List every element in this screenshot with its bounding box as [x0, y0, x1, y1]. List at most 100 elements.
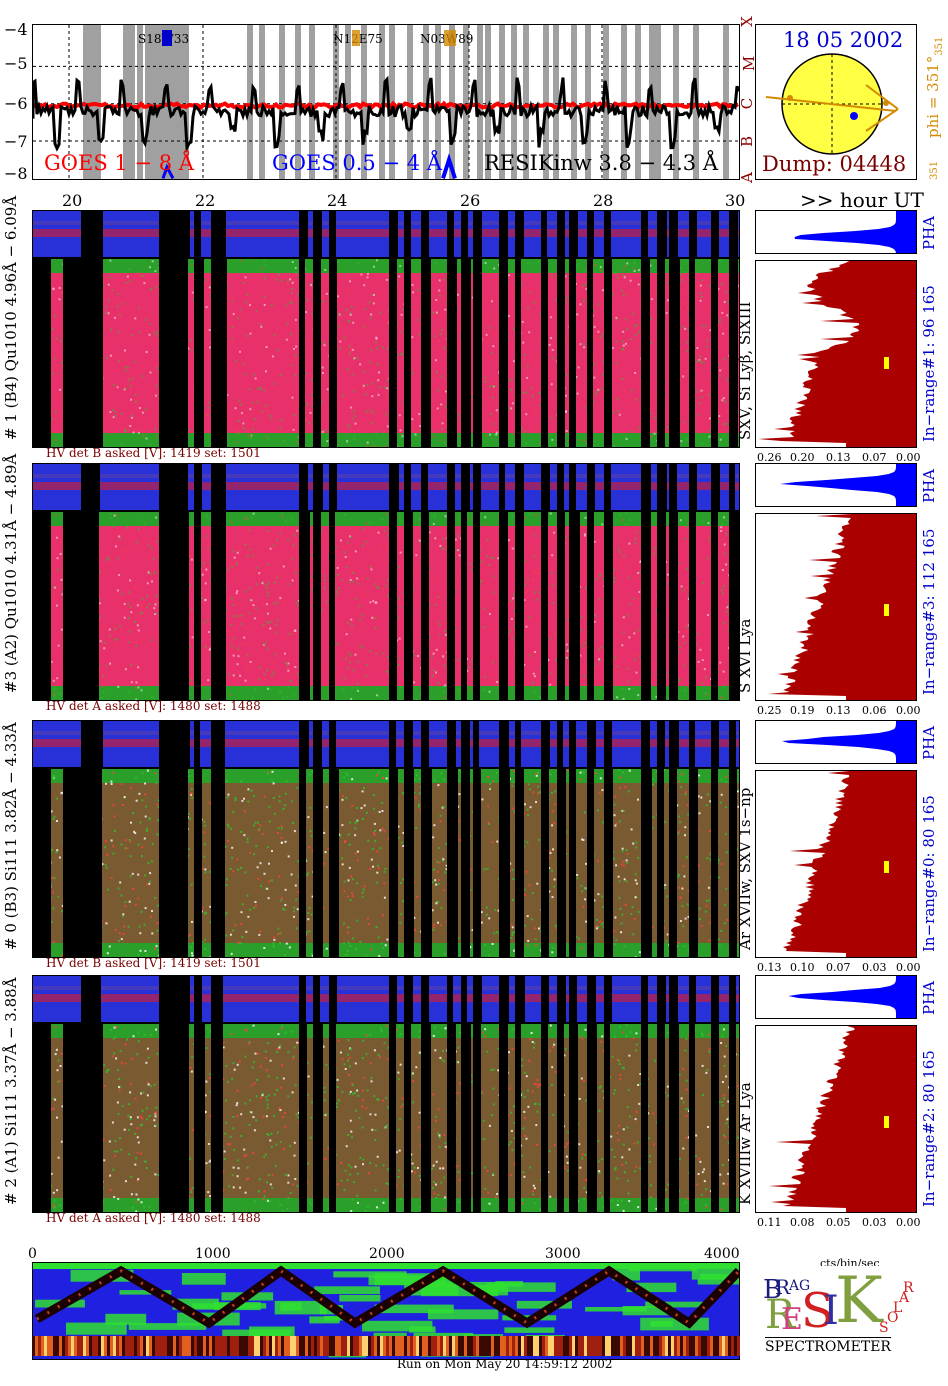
- region-marker-0: [162, 30, 172, 46]
- region-marker-2: [444, 30, 456, 46]
- spectrum-tick-3-3: 0.03: [862, 1216, 887, 1229]
- spectrum-tick-0-4: 0.00: [896, 451, 921, 464]
- spectrum-plot-3: [768, 1026, 916, 1212]
- logo-letter-s: S: [801, 1283, 834, 1339]
- bottom-tick-1000: 1000: [195, 1246, 231, 1262]
- class-letter-x: X: [737, 16, 756, 27]
- color-bar: [32, 1336, 740, 1356]
- goes-plot: [33, 25, 739, 179]
- spectrum-tick-3-4: 0.00: [896, 1216, 921, 1229]
- spectrum-plot-0: [758, 261, 916, 447]
- line-label-1: S XVI Lya: [736, 618, 754, 693]
- spectrum-plot-2: [782, 771, 916, 957]
- class-letter-a: A: [737, 172, 756, 183]
- goes-ylabel-1: −5: [4, 54, 28, 73]
- spectrum-tick-1-0: 0.25: [757, 704, 782, 717]
- spectrum-tick-1-2: 0.13: [826, 704, 851, 717]
- goes-ylabel-4: −8: [4, 164, 28, 183]
- spectrogram-1: [32, 511, 740, 701]
- spectrogram-plot-3: [33, 1024, 739, 1212]
- pha-strip-0: [32, 210, 740, 258]
- line-label-3: K XVIIIw Ar Lya: [736, 1082, 754, 1205]
- pha-histogram-plot-0: [794, 211, 916, 253]
- resik-label: RESIKinw 3.8 − 4.3 Å: [484, 151, 718, 175]
- bottom-tick-4000: 4000: [704, 1246, 740, 1262]
- pha-label-1: PHA: [920, 468, 938, 503]
- spectrum-tick-1-3: 0.06: [862, 704, 887, 717]
- pha-histogram-0: [755, 210, 917, 254]
- logo-letter-i: I: [823, 1288, 839, 1334]
- sun-phi-text: phi = 351°: [924, 55, 942, 138]
- pha-strip-1: [32, 463, 740, 511]
- pha-strip-plot-0: [33, 211, 739, 257]
- pha-histogram-2: [755, 720, 917, 764]
- pha-strip-plot-3: [33, 976, 739, 1022]
- time-tick-30: 30: [725, 191, 746, 210]
- hv-label-1: HV det A asked [V]: 1480 set: 1488: [46, 699, 261, 713]
- time-tick-26: 26: [460, 191, 481, 210]
- spectrum-plot-1: [768, 514, 916, 700]
- sun-phi-sub: 351: [934, 36, 945, 56]
- logo-caption: SPECTROMETER: [765, 1337, 891, 1355]
- spectrum-panel-0: [755, 260, 917, 448]
- logo-letter-a1: A: [789, 1278, 800, 1294]
- logo-letter-r1: R: [775, 1275, 791, 1299]
- pha-histogram-plot-2: [782, 721, 916, 763]
- inrange-label-3: In−range#2: 80 165: [920, 1050, 938, 1207]
- bragresik-logo: B R A G R E S I K S O L A R SPECTROMETER: [760, 1266, 915, 1356]
- time-tick-22: 22: [195, 191, 216, 210]
- panel-side-label-0: # 1 (B4) Qu1010 4.96Å − 6.09Å: [2, 195, 20, 440]
- logo-letter-b: B: [763, 1275, 783, 1305]
- pha-histogram-plot-3: [788, 976, 916, 1018]
- time-tick-24: 24: [327, 191, 348, 210]
- logo-letter-r2: R: [765, 1292, 796, 1338]
- panel-side-label-2: # 0 (B3) Si111 3.82Å − 4.33Å: [2, 722, 20, 950]
- sun-dump: Dump: 04448: [762, 152, 907, 176]
- logo-letter-l: L: [893, 1300, 903, 1316]
- bottom-tick-3000: 3000: [545, 1246, 581, 1262]
- spectrum-tick-3-0: 0.11: [757, 1216, 782, 1229]
- inrange-label-0: In−range#1: 96 165: [920, 285, 938, 442]
- spectrogram-2: [32, 768, 740, 958]
- pha-strip-plot-2: [33, 721, 739, 767]
- bottom-tick-0: 0: [28, 1246, 37, 1262]
- goes-panel: [32, 24, 740, 180]
- bottom-tick-2000: 2000: [369, 1246, 405, 1262]
- sun-disk: [765, 53, 899, 155]
- goes1-label: GOES 1 − 8 Å: [44, 151, 194, 175]
- spectrum-tick-2-3: 0.03: [862, 961, 887, 974]
- spectrum-tick-0-1: 0.20: [790, 451, 815, 464]
- spectrum-tick-2-0: 0.13: [757, 961, 782, 974]
- hv-label-2: HV det B asked [V]: 1419 set: 1501: [46, 956, 261, 970]
- logo-letter-g: G: [799, 1278, 811, 1294]
- region-marker-1: [352, 30, 360, 46]
- pha-histogram-plot-1: [780, 464, 916, 506]
- sun-date: 18 05 2002: [783, 28, 904, 52]
- spectrogram-plot-2: [33, 769, 739, 957]
- run-text: Run on Mon May 20 14:59:12 2002: [397, 1357, 613, 1371]
- class-letter-c: C: [738, 97, 757, 110]
- pha-label-0: PHA: [920, 215, 938, 250]
- spectrum-panel-1: [755, 513, 917, 701]
- goes2-label: GOES 0.5 − 4 Å: [272, 151, 442, 175]
- time-tick-28: 28: [593, 191, 614, 210]
- pha-histogram-3: [755, 975, 917, 1019]
- goes-ylabel-3: −7: [4, 132, 28, 151]
- logo-letter-k: K: [835, 1266, 883, 1338]
- line-label-2: Ar XVIIw, SXV 1s−np: [736, 787, 754, 950]
- logo-letter-e: E: [781, 1302, 803, 1337]
- sun-phi-small: 351: [929, 160, 940, 180]
- pha-strip-2: [32, 720, 740, 768]
- hour-ut-label: >> hour UT: [800, 188, 924, 212]
- pha-strip-plot-1: [33, 464, 739, 510]
- hv-label-3: HV det A asked [V]: 1480 set: 1488: [46, 1211, 261, 1225]
- pha-label-2: PHA: [920, 725, 938, 760]
- spectrum-panel-3: [755, 1025, 917, 1213]
- spectrum-unit: cts/bin/sec: [820, 1257, 880, 1270]
- spectrogram-0: [32, 258, 740, 448]
- spectrum-tick-2-4: 0.00: [896, 961, 921, 974]
- spectrogram-3: [32, 1023, 740, 1213]
- inrange-label-1: In−range#3: 112 165: [920, 528, 938, 695]
- spectrogram-plot-1: [33, 512, 739, 700]
